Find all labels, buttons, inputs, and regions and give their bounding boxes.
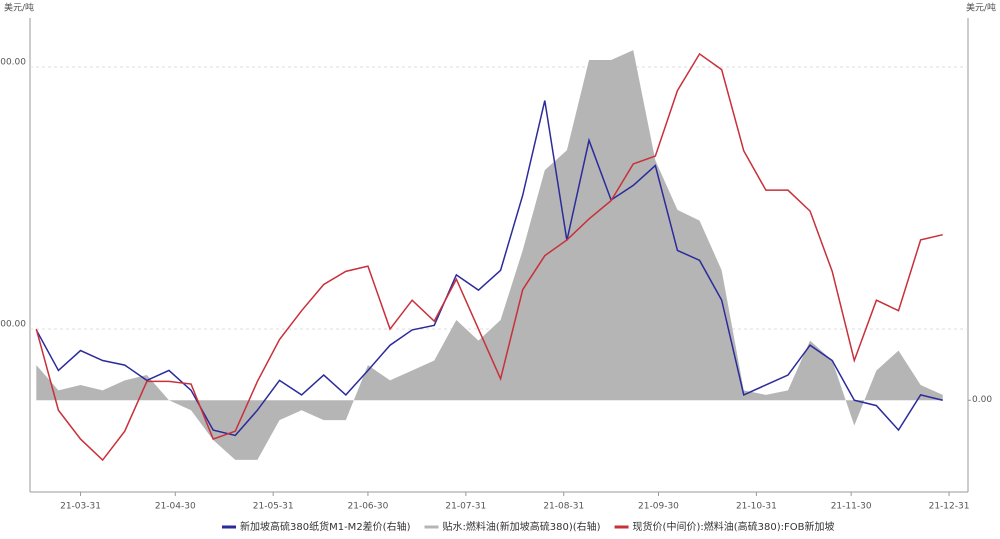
line <box>35 100 943 437</box>
x-tick-label: 21-09-30 <box>638 502 679 512</box>
legend-label: 贴水:燃料油(新加坡高硫380)(右轴) <box>442 520 600 533</box>
legend-label: 现货价(中间价):燃料油(高硫380):FOB新加坡 <box>633 520 835 533</box>
x-tick-label: 21-05-31 <box>253 502 294 512</box>
area <box>36 50 943 460</box>
y-axis-unit: 美元/吨 <box>4 2 34 14</box>
y-tick-label: 400.00 <box>0 320 26 330</box>
legend-label: 新加坡高硫380纸货M1-M2差价(右轴) <box>240 520 411 533</box>
x-tick-label: 21-06-30 <box>348 502 389 512</box>
y-tick-label: 500.00 <box>0 57 26 67</box>
x-tick-label: 21-07-31 <box>445 502 486 512</box>
line <box>35 52 943 462</box>
x-tick-label: 21-08-31 <box>543 502 584 512</box>
x-tick-label: 21-10-31 <box>736 502 777 512</box>
y2-tick-label: 0.00 <box>972 395 992 405</box>
y2-axis-unit: 美元/吨 <box>966 2 996 14</box>
x-tick-label: 21-03-31 <box>60 502 101 512</box>
x-tick-label: 21-11-30 <box>831 502 872 512</box>
x-tick-label: 21-12-31 <box>929 502 970 512</box>
x-tick-label: 21-04-30 <box>155 502 196 512</box>
